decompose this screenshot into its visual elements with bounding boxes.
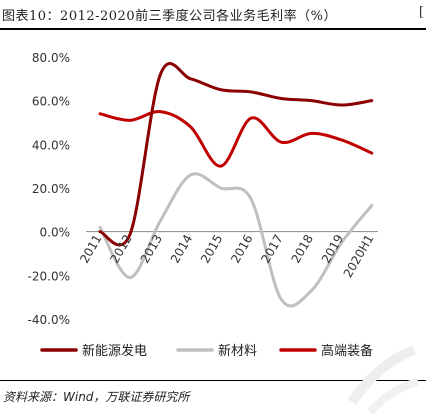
series-line-3 (98, 110, 374, 168)
y-tick-label: -20.0% (28, 269, 70, 283)
series-line-1 (98, 62, 374, 247)
y-tick-label: 0.0% (40, 226, 71, 240)
y-tick-label: 40.0% (32, 138, 70, 152)
x-tick-label: 2011 (77, 232, 104, 265)
watermark-icon (347, 345, 420, 415)
line-chart: -40.0% -20.0% 0.0% 20.0% 40.0% 60.0% 80.0% 2011… (28, 51, 378, 359)
title-edge-glyph: [ (418, 5, 424, 20)
x-tick-label: 2014 (168, 232, 195, 265)
series-line-2 (98, 172, 374, 308)
x-tick-label: 2018 (289, 232, 316, 265)
x-tick-label: 2019 (319, 232, 346, 265)
source-note: 资料来源：Wind，万联证券研究所 (3, 390, 190, 404)
legend-label-2: 新材料 (218, 343, 257, 359)
title-bar: 图表10：2012-2020前三季度公司各业务毛利率（%） [ (0, 0, 426, 30)
y-tick-label: 60.0% (32, 95, 70, 109)
legend-label-1: 新能源发电 (82, 343, 147, 359)
y-tick-label: 80.0% (32, 51, 70, 65)
legend-label-3: 高端装备 (321, 343, 373, 359)
y-tick-label: 20.0% (32, 182, 70, 196)
x-tick-label: 2013 (138, 232, 165, 265)
chart-title: 图表10：2012-2020前三季度公司各业务毛利率（%） (2, 9, 337, 24)
x-tick-label: 2015 (198, 232, 225, 265)
x-tick-label: 2016 (228, 232, 255, 265)
y-tick-label: -40.0% (28, 313, 70, 327)
source-divider (0, 380, 426, 381)
